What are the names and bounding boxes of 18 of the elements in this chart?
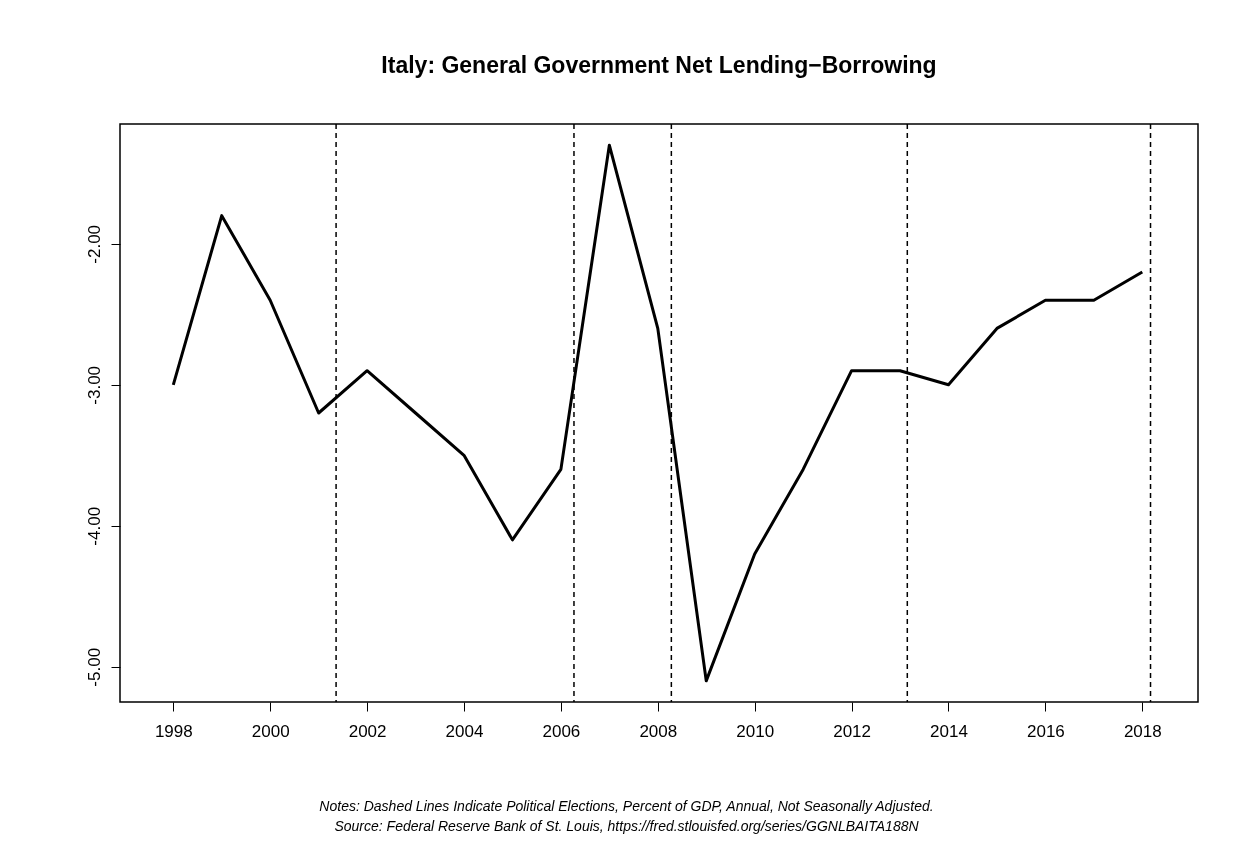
chart-title: Italy: General Government Net Lending−Borrowing [381, 52, 937, 79]
x-tick-label: 2000 [251, 721, 290, 741]
y-tick-label: -3.00 [84, 365, 104, 405]
x-tick-label: 2002 [348, 721, 387, 741]
source-note: Source: Federal Reserve Bank of St. Louis, https://fred.stlouisfed.org/series/GGNLBAITA188N [333, 817, 920, 836]
x-tick-label: 2010 [736, 721, 775, 741]
x-tick-label: 2006 [542, 721, 581, 741]
x-tick-label: 2018 [1123, 721, 1162, 741]
y-tick-label: -5.00 [84, 647, 104, 687]
x-tick-label: 2008 [639, 721, 678, 741]
text: Notes: Dashed Lines Indicate Political Elections, Percent of GDP, Annual, Not Seasonally Adjusted. [318, 797, 935, 816]
x-tick-label: 1998 [154, 721, 193, 741]
x-tick-label: 2016 [1026, 721, 1065, 741]
x-tick-label: 2004 [445, 721, 484, 741]
x-tick-label: 2014 [930, 721, 968, 741]
y-tick-label: -2.00 [84, 224, 104, 264]
x-tick-label: 2012 [833, 721, 871, 741]
y-tick-label: -4.00 [84, 506, 104, 546]
